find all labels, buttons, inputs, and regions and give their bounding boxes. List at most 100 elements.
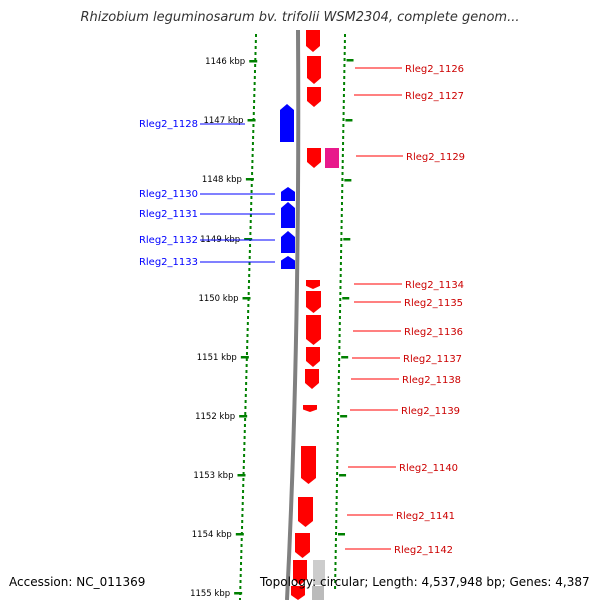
left-ruler-dot xyxy=(243,442,246,445)
right-ruler-dot xyxy=(335,526,338,529)
right-ruler-dot xyxy=(338,346,341,349)
gene-label[interactable]: Rleg2_1130 xyxy=(139,189,198,200)
right-ruler-dot xyxy=(336,460,339,463)
right-ruler-dot xyxy=(334,538,337,541)
left-ruler-dot xyxy=(249,244,252,247)
left-ruler-dot xyxy=(253,88,256,91)
right-ruler-dot xyxy=(339,298,342,301)
right-ruler-dot xyxy=(336,430,339,433)
gene-label[interactable]: Rleg2_1139 xyxy=(401,406,460,417)
right-ruler-dot xyxy=(336,472,339,475)
right-ruler-dot xyxy=(340,202,343,205)
right-ruler-dot xyxy=(343,70,346,73)
left-ruler-dot xyxy=(247,286,250,289)
right-ruler-dot xyxy=(339,280,342,283)
left-ruler-dot xyxy=(242,460,245,463)
gene-arrow xyxy=(306,30,320,52)
left-ruler-dot xyxy=(246,334,249,337)
kbp-tick xyxy=(240,356,249,359)
left-ruler-dot xyxy=(252,124,255,127)
gene-label[interactable]: Rleg2_1133 xyxy=(139,257,198,268)
right-ruler-dot xyxy=(341,178,344,181)
gene-arrows xyxy=(280,30,339,600)
left-ruler-dot xyxy=(246,346,249,349)
gene-label[interactable]: Rleg2_1141 xyxy=(396,511,455,522)
right-ruler-dot xyxy=(340,220,343,223)
right-ruler-dot xyxy=(338,322,341,325)
left-ruler-dot xyxy=(245,358,248,361)
left-ruler-dot xyxy=(251,166,254,169)
left-ruler-dot xyxy=(242,484,245,487)
right-ruler-dot xyxy=(335,532,338,535)
kbp-tick xyxy=(234,592,243,595)
right-ruler-dot xyxy=(335,520,338,523)
gene-label[interactable]: Rleg2_1126 xyxy=(405,64,464,75)
right-ruler-dot xyxy=(343,76,346,79)
right-ruler-dot xyxy=(338,334,341,337)
right-ruler-dot xyxy=(336,454,339,457)
left-ruler-dot xyxy=(252,136,255,139)
kbp-tick xyxy=(239,415,248,418)
right-ruler-dot xyxy=(339,310,342,313)
gene-label[interactable]: Rleg2_1132 xyxy=(139,235,198,246)
gene-arrow xyxy=(298,497,313,527)
left-ruler-dot xyxy=(248,262,251,265)
right-ruler-dot xyxy=(337,382,340,385)
gene-arrow xyxy=(281,231,295,253)
gene-arrow xyxy=(306,280,320,289)
left-ruler-dot xyxy=(244,388,247,391)
kbp-label: 1148 kbp xyxy=(202,175,242,185)
right-ruler-dot xyxy=(343,88,346,91)
ruler-tick xyxy=(338,533,346,536)
gene-label[interactable]: Rleg2_1128 xyxy=(139,119,198,130)
map-title: Rhizobium leguminosarum bv. trifolii WSM… xyxy=(80,10,520,25)
left-ruler-dot xyxy=(247,310,250,313)
gene-label[interactable]: Rleg2_1142 xyxy=(394,545,453,556)
gene-label[interactable]: Rleg2_1136 xyxy=(404,327,463,338)
gene-label[interactable]: Rleg2_1135 xyxy=(404,298,463,309)
right-ruler-dot xyxy=(334,586,337,589)
gene-label[interactable]: Rleg2_1131 xyxy=(139,209,198,220)
kbp-label: 1146 kbp xyxy=(205,57,245,67)
left-ruler-dot xyxy=(248,250,251,253)
kbp-tick xyxy=(247,119,256,122)
right-ruler-dot xyxy=(344,34,346,37)
right-ruler-dot xyxy=(342,100,345,103)
ruler-tick xyxy=(341,356,349,359)
left-ruler-dot xyxy=(247,304,250,307)
right-ruler-dot xyxy=(337,376,340,379)
gene-arrow xyxy=(301,446,316,484)
left-ruler-dot xyxy=(244,412,247,415)
right-ruler-dot xyxy=(340,244,343,247)
left-ruler-dot xyxy=(240,538,243,541)
gene-label[interactable]: Rleg2_1129 xyxy=(406,152,465,163)
kbp-tick xyxy=(249,60,258,63)
ruler-tick xyxy=(345,119,353,122)
right-ruler-dot xyxy=(343,82,346,85)
left-ruler-dot xyxy=(253,100,256,103)
left-ruler-dot xyxy=(244,400,247,403)
gene-label[interactable]: Rleg2_1137 xyxy=(403,354,462,365)
left-ruler-dot xyxy=(249,214,252,217)
gene-label[interactable]: Rleg2_1140 xyxy=(399,463,458,474)
right-ruler-dot xyxy=(341,160,344,163)
genome-backbone xyxy=(285,29,301,600)
left-ruler-dot xyxy=(245,382,248,385)
left-ruler-dot xyxy=(250,184,253,187)
kbp-label: 1150 kbp xyxy=(198,294,238,304)
left-ruler-dot xyxy=(241,496,244,499)
gene-arrow xyxy=(306,347,320,367)
left-ruler-dot xyxy=(240,556,243,559)
left-ruler-dot xyxy=(250,208,253,211)
left-ruler-dot xyxy=(254,64,257,67)
left-ruler-dot xyxy=(242,472,245,475)
gene-label[interactable]: Rleg2_1134 xyxy=(405,280,464,291)
kbp-tick xyxy=(245,178,254,181)
right-ruler-dot xyxy=(343,64,346,67)
right-ruler-dot xyxy=(342,124,345,127)
gene-label[interactable]: Rleg2_1138 xyxy=(402,375,461,386)
right-ruler-dot xyxy=(341,196,344,199)
gene-label[interactable]: Rleg2_1127 xyxy=(405,91,464,102)
right-ruler-dot xyxy=(334,568,337,571)
gene-block xyxy=(313,560,325,585)
